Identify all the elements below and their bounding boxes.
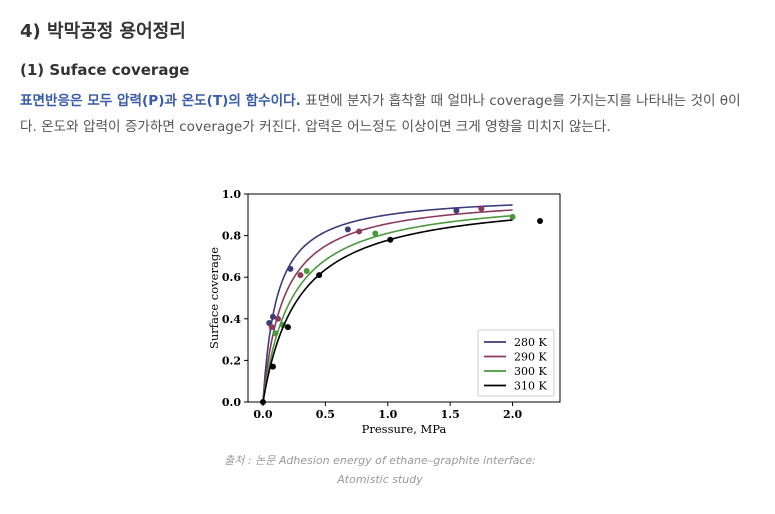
data-point	[268, 324, 275, 331]
data-point	[287, 265, 294, 272]
y-tick-label: 0.2	[222, 354, 241, 367]
chart-svg: 0.0 0.5 1.0 1.5 2.00.00.20.40.60.81.0Pressur…	[207, 188, 561, 436]
coverage-chart: 0.0 0.5 1.0 1.5 2.0 0.0 0.2 0.4 0.6 0.8 1.0 Pressur…	[203, 184, 563, 442]
series-line-310-k	[262, 219, 513, 403]
series-line-300-k	[262, 214, 513, 403]
data-point	[303, 267, 310, 274]
x-tick-label: 1.0	[378, 408, 397, 421]
y-tick-label: 0.6	[222, 271, 241, 284]
section-heading: 4) 박막공정 용어정리	[20, 21, 186, 42]
series-line-290-k	[262, 209, 513, 403]
data-point	[478, 205, 485, 212]
data-point	[284, 324, 291, 331]
x-axis-label: Pressure, MPa	[362, 422, 447, 436]
body-paragraph: 표면반응은 모두 압력(P)과 온도(T)의 함수이다. 표면에 분자가 흡착할…	[20, 88, 755, 140]
data-point	[387, 236, 394, 243]
x-tick-label: 1.5	[441, 408, 460, 421]
data-point	[316, 272, 323, 279]
figure-caption: 출처 : 논문 Adhesion energy of ethane–graphi…	[180, 451, 580, 489]
y-tick-label: 0.8	[222, 230, 241, 243]
y-axis-label: Surface coverage	[207, 247, 221, 349]
data-point	[272, 330, 279, 337]
x-tick-label: 2.0	[503, 408, 522, 421]
data-point	[259, 399, 266, 405]
y-tick-label: 1.0	[222, 188, 241, 201]
data-point	[269, 363, 276, 370]
data-point	[269, 313, 276, 320]
series-line-280-k	[262, 204, 513, 403]
legend-box	[477, 329, 555, 397]
subsection-heading: (1) Suface coverage	[20, 61, 190, 79]
legend-label: 300 K	[514, 365, 547, 378]
data-point	[509, 213, 516, 220]
data-point	[274, 315, 281, 322]
data-point	[537, 218, 544, 225]
legend-label: 290 K	[514, 351, 547, 364]
x-tick-label: 0.0	[253, 408, 272, 421]
data-point	[344, 226, 351, 233]
data-point	[453, 207, 460, 214]
x-tick-label: 0.5	[316, 408, 335, 421]
plot-frame	[247, 193, 561, 403]
caption-line-2: Atomistic study	[337, 473, 423, 486]
data-point	[356, 228, 363, 235]
data-point	[297, 272, 304, 279]
legend-label: 310 K	[514, 380, 547, 393]
y-tick-label: 0.4	[222, 313, 241, 326]
legend-label: 280 K	[514, 336, 547, 349]
caption-line-1: 출처 : 논문 Adhesion energy of ethane–graphi…	[224, 454, 536, 467]
y-tick-label: 0.0	[222, 396, 241, 409]
paragraph-text: 표면에 분자가 흡착할 때 얼마나 coverage를 가지는지를 나타내는 것…	[20, 93, 741, 135]
highlight-text: 표면반응은 모두 압력(P)과 온도(T)의 함수이다.	[20, 93, 301, 109]
data-point	[372, 230, 379, 237]
